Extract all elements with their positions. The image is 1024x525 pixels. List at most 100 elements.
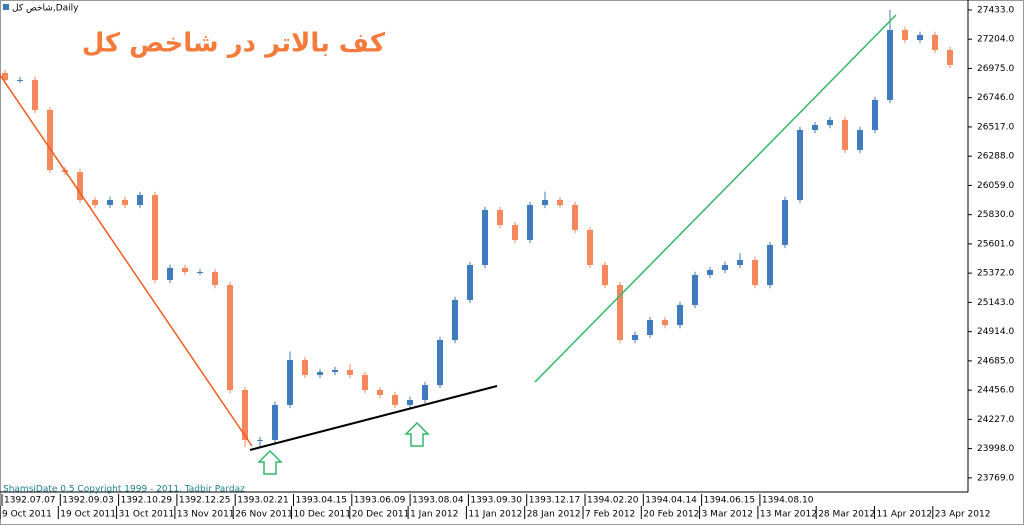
candle-body (617, 285, 623, 340)
candle-body (122, 199, 128, 205)
shamsi-label: 1393.08.04 (412, 496, 464, 506)
trend-line-down (0, 74, 253, 447)
candle-body (167, 267, 173, 280)
x-tick-label: 11 Jan 2012 (468, 510, 522, 520)
y-tick-label: 25143.0 (977, 298, 1014, 308)
x-tick-label: 23 Apr 2012 (935, 510, 991, 520)
symbol-label: شاخص کل,Daily (12, 4, 79, 14)
y-tick-label: 26746.0 (977, 93, 1014, 103)
x-tick-label: 13 Mar 2012 (760, 510, 817, 520)
candle-body (812, 125, 818, 131)
x-tick-label: 3 Mar 2012 (702, 510, 753, 520)
candle-body (947, 49, 953, 66)
candle-body (197, 272, 203, 274)
candle-body (587, 229, 593, 265)
y-tick-label: 26059.0 (977, 181, 1014, 191)
x-tick-label: 20 Feb 2012 (643, 510, 699, 520)
candle-body (572, 204, 578, 230)
symbol-icon (3, 4, 9, 10)
candle-body (347, 369, 353, 375)
candle-body (677, 304, 683, 326)
x-tick-label: 28 Mar 2012 (818, 510, 875, 520)
x-tick-label: 9 Oct 2011 (2, 510, 52, 520)
y-tick-label: 25830.0 (977, 210, 1014, 220)
shamsi-label: 1394.04.14 (645, 496, 697, 506)
candle-body (512, 225, 518, 240)
up-arrow (404, 421, 430, 447)
plot (2, 9, 953, 448)
candle-body (932, 34, 938, 50)
copyright: ShamsiDate 0.5 Copyright 1999 - 2011, Ta… (3, 485, 245, 495)
candle-body (887, 30, 893, 100)
shamsi-label: 1394.08.10 (762, 496, 814, 506)
shamsi-label: 1392.07.07 (4, 496, 56, 506)
x-tick-label: 13 Nov 2011 (177, 510, 235, 520)
x-tick-label: 20 Dec 2011 (352, 510, 410, 520)
candle-body (452, 299, 458, 340)
chart-title: کف بالاتر در شاخص کل (82, 29, 386, 59)
candle-body (482, 209, 488, 265)
candle-body (467, 264, 473, 300)
x-tick-label: 26 Nov 2011 (235, 510, 293, 520)
candle-body (632, 334, 638, 340)
candle-body (77, 172, 83, 200)
candle-body (722, 264, 728, 270)
candle-body (407, 399, 413, 405)
candle-body (152, 195, 158, 280)
candle-body (752, 260, 758, 286)
candle-body (917, 34, 923, 40)
candle-body (902, 30, 908, 40)
candle-body (767, 244, 773, 286)
candle-body (17, 79, 23, 81)
y-tick-label: 26975.0 (977, 64, 1014, 74)
x-tick-label: 7 Feb 2012 (585, 510, 635, 520)
y-tick-label: 24227.0 (977, 415, 1014, 425)
candle-body (377, 390, 383, 395)
candle-body (842, 119, 848, 150)
trend-line-up (534, 14, 897, 383)
shamsi-label: 1392.12.25 (179, 496, 231, 506)
candle-body (647, 320, 653, 335)
candle-body (557, 199, 563, 205)
candle-body (242, 390, 248, 440)
y-tick-label: 24456.0 (977, 386, 1014, 396)
candle-body (257, 439, 263, 441)
shamsi-label: 1393.02.21 (237, 496, 289, 506)
candle-body (542, 199, 548, 205)
candle-body (602, 264, 608, 286)
shamsi-label: 1393.06.09 (354, 496, 406, 506)
candle-body (272, 404, 278, 440)
candle-body (92, 199, 98, 205)
candle-body (362, 374, 368, 391)
candle-body (857, 130, 863, 150)
x-tick-label: 10 Dec 2011 (294, 510, 352, 520)
shamsi-label: 1393.12.17 (529, 496, 581, 506)
candle-body (662, 320, 668, 326)
shamsi-label: 1392.09.03 (62, 496, 114, 506)
up-arrow (257, 449, 283, 475)
x-tick-label: 19 Oct 2011 (60, 510, 116, 520)
candle-body (782, 199, 788, 245)
shamsi-label: 1393.04.15 (296, 496, 348, 506)
y-tick-label: 27433.0 (977, 5, 1014, 15)
x-tick-label: 28 Jan 2012 (527, 510, 581, 520)
candle-body (437, 339, 443, 386)
candle-body (137, 195, 143, 205)
shamsi-label: 1392.10.29 (121, 496, 173, 506)
shamsi-label: 1394.02.20 (587, 496, 639, 506)
candle-body (287, 359, 293, 405)
candle-body (692, 274, 698, 305)
shamsi-label: 1393.09.30 (470, 496, 522, 506)
candle-body (107, 199, 113, 205)
x-tick-label: 1 Jan 2012 (410, 510, 458, 520)
candle-body (47, 109, 53, 170)
y-tick-label: 25601.0 (977, 239, 1014, 249)
candle-body (827, 119, 833, 126)
y-tick-label: 26517.0 (977, 122, 1014, 132)
y-tick-label: 23769.0 (977, 473, 1014, 483)
candle-body (707, 269, 713, 275)
y-tick-label: 24914.0 (977, 327, 1014, 337)
support-line (249, 385, 498, 451)
candle-body (392, 394, 398, 405)
shamsi-label: 1394.06.15 (704, 496, 756, 506)
